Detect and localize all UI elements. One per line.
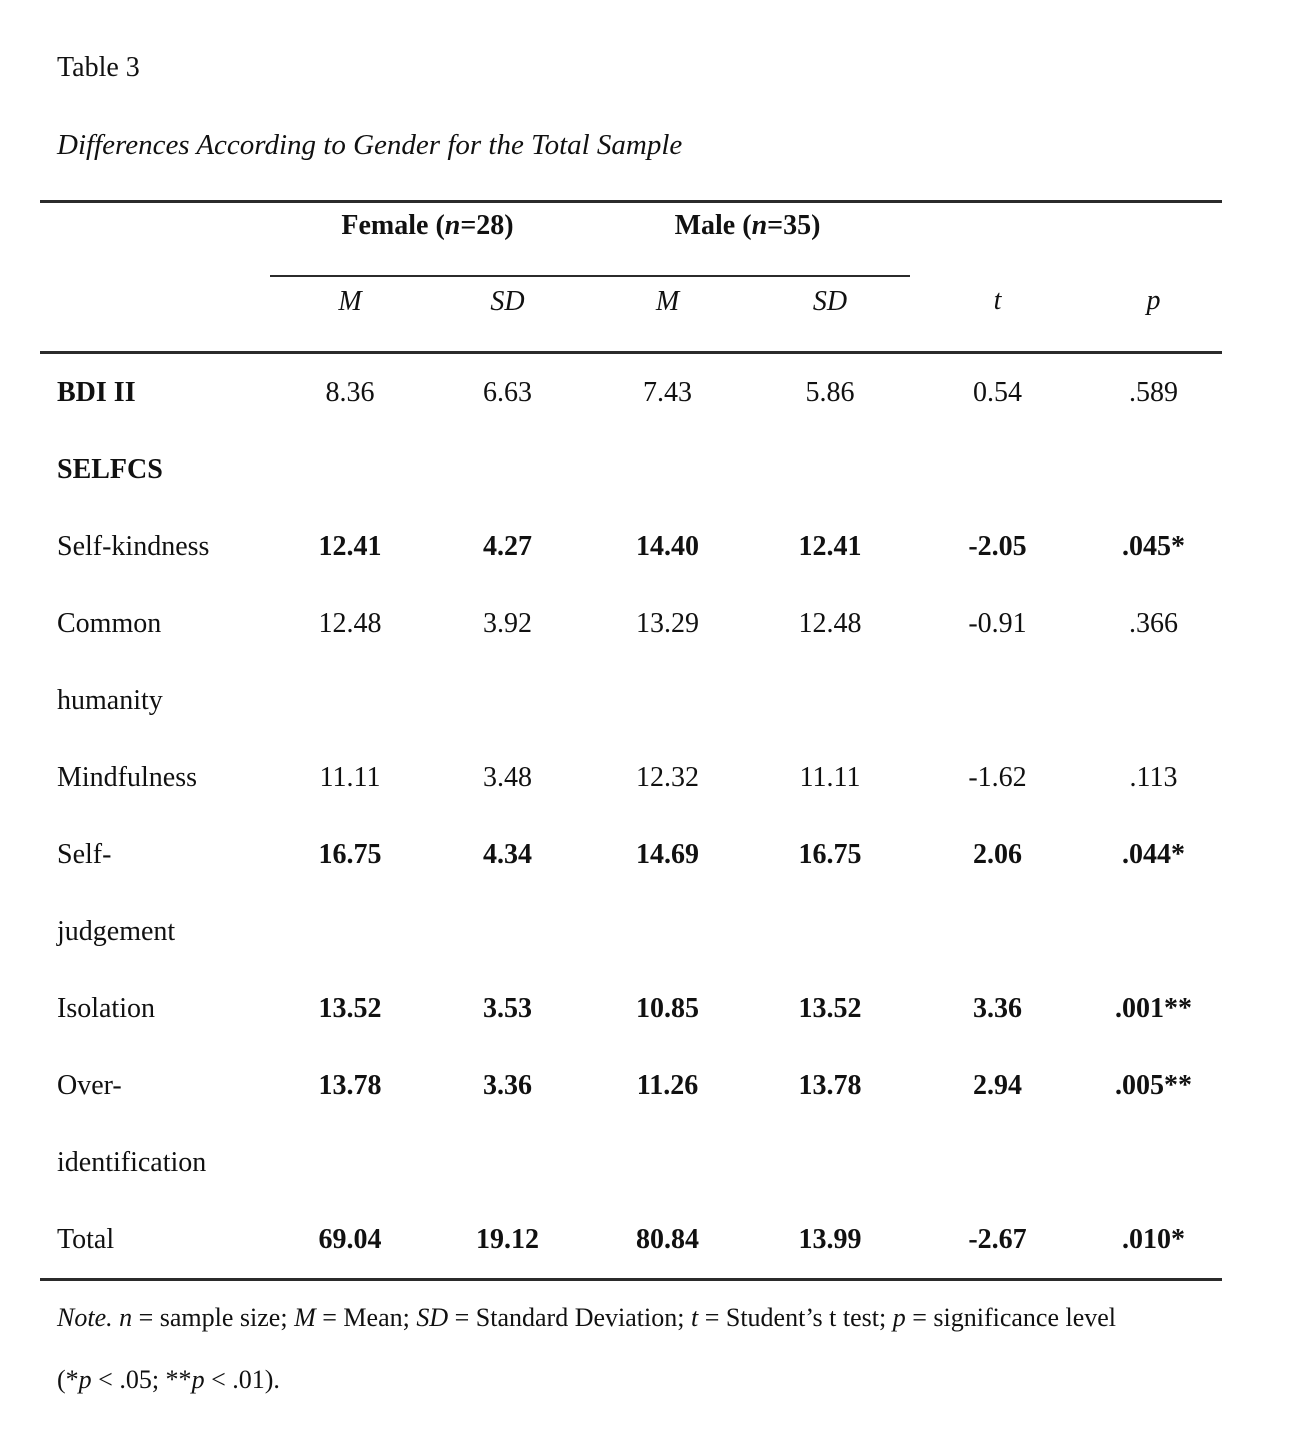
row-label: Over- identification	[57, 1070, 207, 1178]
cell-male-m: 11.26	[636, 1070, 699, 1101]
cell-t: -2.67	[968, 1224, 1027, 1255]
gender-differences-table: Female (n=28) Male (n=35) M SD M SD t p …	[40, 200, 1223, 1278]
row-label: Total	[57, 1224, 115, 1255]
cell-female-m: 69.04	[318, 1224, 382, 1255]
cell-male-m: 14.40	[636, 531, 699, 562]
cell-female-m: 16.75	[318, 839, 382, 870]
table-row-bdi-ii: BDI II 8.36 6.63 7.43 5.86 0.54 .589	[40, 353, 1222, 432]
group-header-spacer	[910, 200, 1086, 276]
cell-female-sd	[430, 431, 585, 508]
cell-female-sd: 4.34	[483, 839, 532, 870]
cell-male-sd	[750, 431, 910, 508]
table-row-isolation: Isolation 13.52 3.53 10.85 13.52 3.36 .0…	[40, 970, 1222, 1047]
column-header-male-m: M	[585, 276, 750, 354]
cell-female-m: 12.48	[318, 608, 382, 639]
female-group-header: Female (n=28)	[270, 200, 585, 277]
cell-t: -2.05	[968, 531, 1027, 562]
table-row-self-judgement: Self- judgement 16.75 4.34 14.69 16.75 2…	[40, 816, 1222, 970]
cell-female-sd: 4.27	[483, 531, 532, 562]
cell-female-sd: 6.63	[483, 377, 532, 408]
note-significance-levels: (*p < .05; **p < .01).	[57, 1365, 280, 1394]
note-definitions: Note. n = sample size; M = Mean; SD = St…	[57, 1303, 1117, 1332]
cell-female-sd: 3.92	[483, 608, 532, 639]
male-group-header: Male (n=35)	[585, 200, 911, 277]
cell-p: .044*	[1122, 839, 1186, 870]
cell-male-sd: 12.48	[798, 608, 862, 639]
table-caption: Differences According to Gender for the …	[57, 129, 683, 161]
cell-t: -1.62	[968, 762, 1027, 793]
table-row-total: Total 69.04 19.12 80.84 13.99 -2.67 .010…	[40, 1201, 1222, 1278]
cell-t: 2.94	[973, 1070, 1023, 1101]
cell-male-sd: 16.75	[798, 839, 862, 870]
row-label: SELFCS	[57, 454, 163, 485]
cell-male-m	[585, 431, 750, 508]
cell-female-sd: 3.53	[483, 993, 532, 1024]
cell-p: .010*	[1122, 1224, 1186, 1255]
group-header-row: Female (n=28) Male (n=35)	[40, 200, 1223, 277]
cell-male-m: 13.29	[636, 608, 699, 639]
cell-p	[1085, 431, 1222, 508]
cell-female-m: 12.41	[318, 531, 382, 562]
cell-t: 0.54	[973, 377, 1023, 408]
row-label: Isolation	[57, 993, 155, 1024]
cell-t: -0.91	[968, 608, 1027, 639]
row-label: Mindfulness	[57, 762, 197, 793]
cell-male-m: 10.85	[636, 993, 699, 1024]
cell-p: .589	[1129, 377, 1179, 408]
row-label: BDI II	[57, 377, 136, 408]
cell-male-m: 14.69	[636, 839, 699, 870]
cell-p: .045*	[1122, 531, 1186, 562]
group-header-spacer	[40, 200, 270, 276]
cell-male-m: 12.32	[636, 762, 699, 793]
column-header-female-m: M	[270, 276, 430, 354]
cell-female-sd: 3.36	[483, 1070, 532, 1101]
group-header-spacer	[1085, 200, 1223, 276]
cell-female-sd: 19.12	[476, 1224, 539, 1255]
table-number: Table 3	[57, 52, 140, 83]
table-row-over-identification: Over- identification 13.78 3.36 11.26 13…	[40, 1047, 1222, 1201]
cell-male-sd: 13.52	[798, 993, 862, 1024]
cell-t: 2.06	[973, 839, 1023, 870]
cell-male-sd: 13.99	[798, 1224, 862, 1255]
cell-female-sd: 3.48	[483, 762, 532, 793]
cell-male-sd: 11.11	[799, 762, 861, 793]
cell-male-sd: 5.86	[805, 377, 855, 408]
cell-female-m: 8.36	[325, 377, 375, 408]
cell-female-m: 13.78	[318, 1070, 382, 1101]
column-header-row: M SD M SD t p	[40, 276, 1223, 354]
cell-p: .005**	[1115, 1070, 1193, 1101]
column-header-male-sd: SD	[750, 276, 911, 354]
column-header-female-sd: SD	[430, 276, 585, 354]
row-label: Self- judgement	[57, 839, 176, 947]
table-row-common-humanity: Common humanity 12.48 3.92 13.29 12.48 -…	[40, 585, 1222, 739]
cell-t: 3.36	[973, 993, 1023, 1024]
cell-female-m	[270, 431, 430, 508]
table-row-selfcs: SELFCS	[40, 431, 1222, 508]
row-label: Self-kindness	[57, 531, 210, 562]
cell-female-m: 13.52	[318, 993, 382, 1024]
column-header-t: t	[910, 276, 1086, 354]
column-header-spacer	[40, 276, 270, 354]
cell-female-m: 11.11	[319, 762, 381, 793]
table-note: Note. n = sample size; M = Mean; SD = St…	[40, 1278, 1222, 1411]
cell-male-m: 7.43	[643, 377, 692, 408]
cell-p: .113	[1129, 762, 1178, 793]
row-label: Common humanity	[57, 608, 163, 716]
table-row-self-kindness: Self-kindness 12.41 4.27 14.40 12.41 -2.…	[40, 508, 1222, 585]
cell-p: .366	[1129, 608, 1179, 639]
cell-t	[910, 431, 1085, 508]
cell-male-sd: 13.78	[798, 1070, 862, 1101]
table-row-mindfulness: Mindfulness 11.11 3.48 12.32 11.11 -1.62…	[40, 739, 1222, 816]
cell-male-m: 80.84	[636, 1224, 699, 1255]
cell-p: .001**	[1115, 993, 1193, 1024]
column-header-p: p	[1085, 276, 1223, 354]
cell-male-sd: 12.41	[798, 531, 862, 562]
